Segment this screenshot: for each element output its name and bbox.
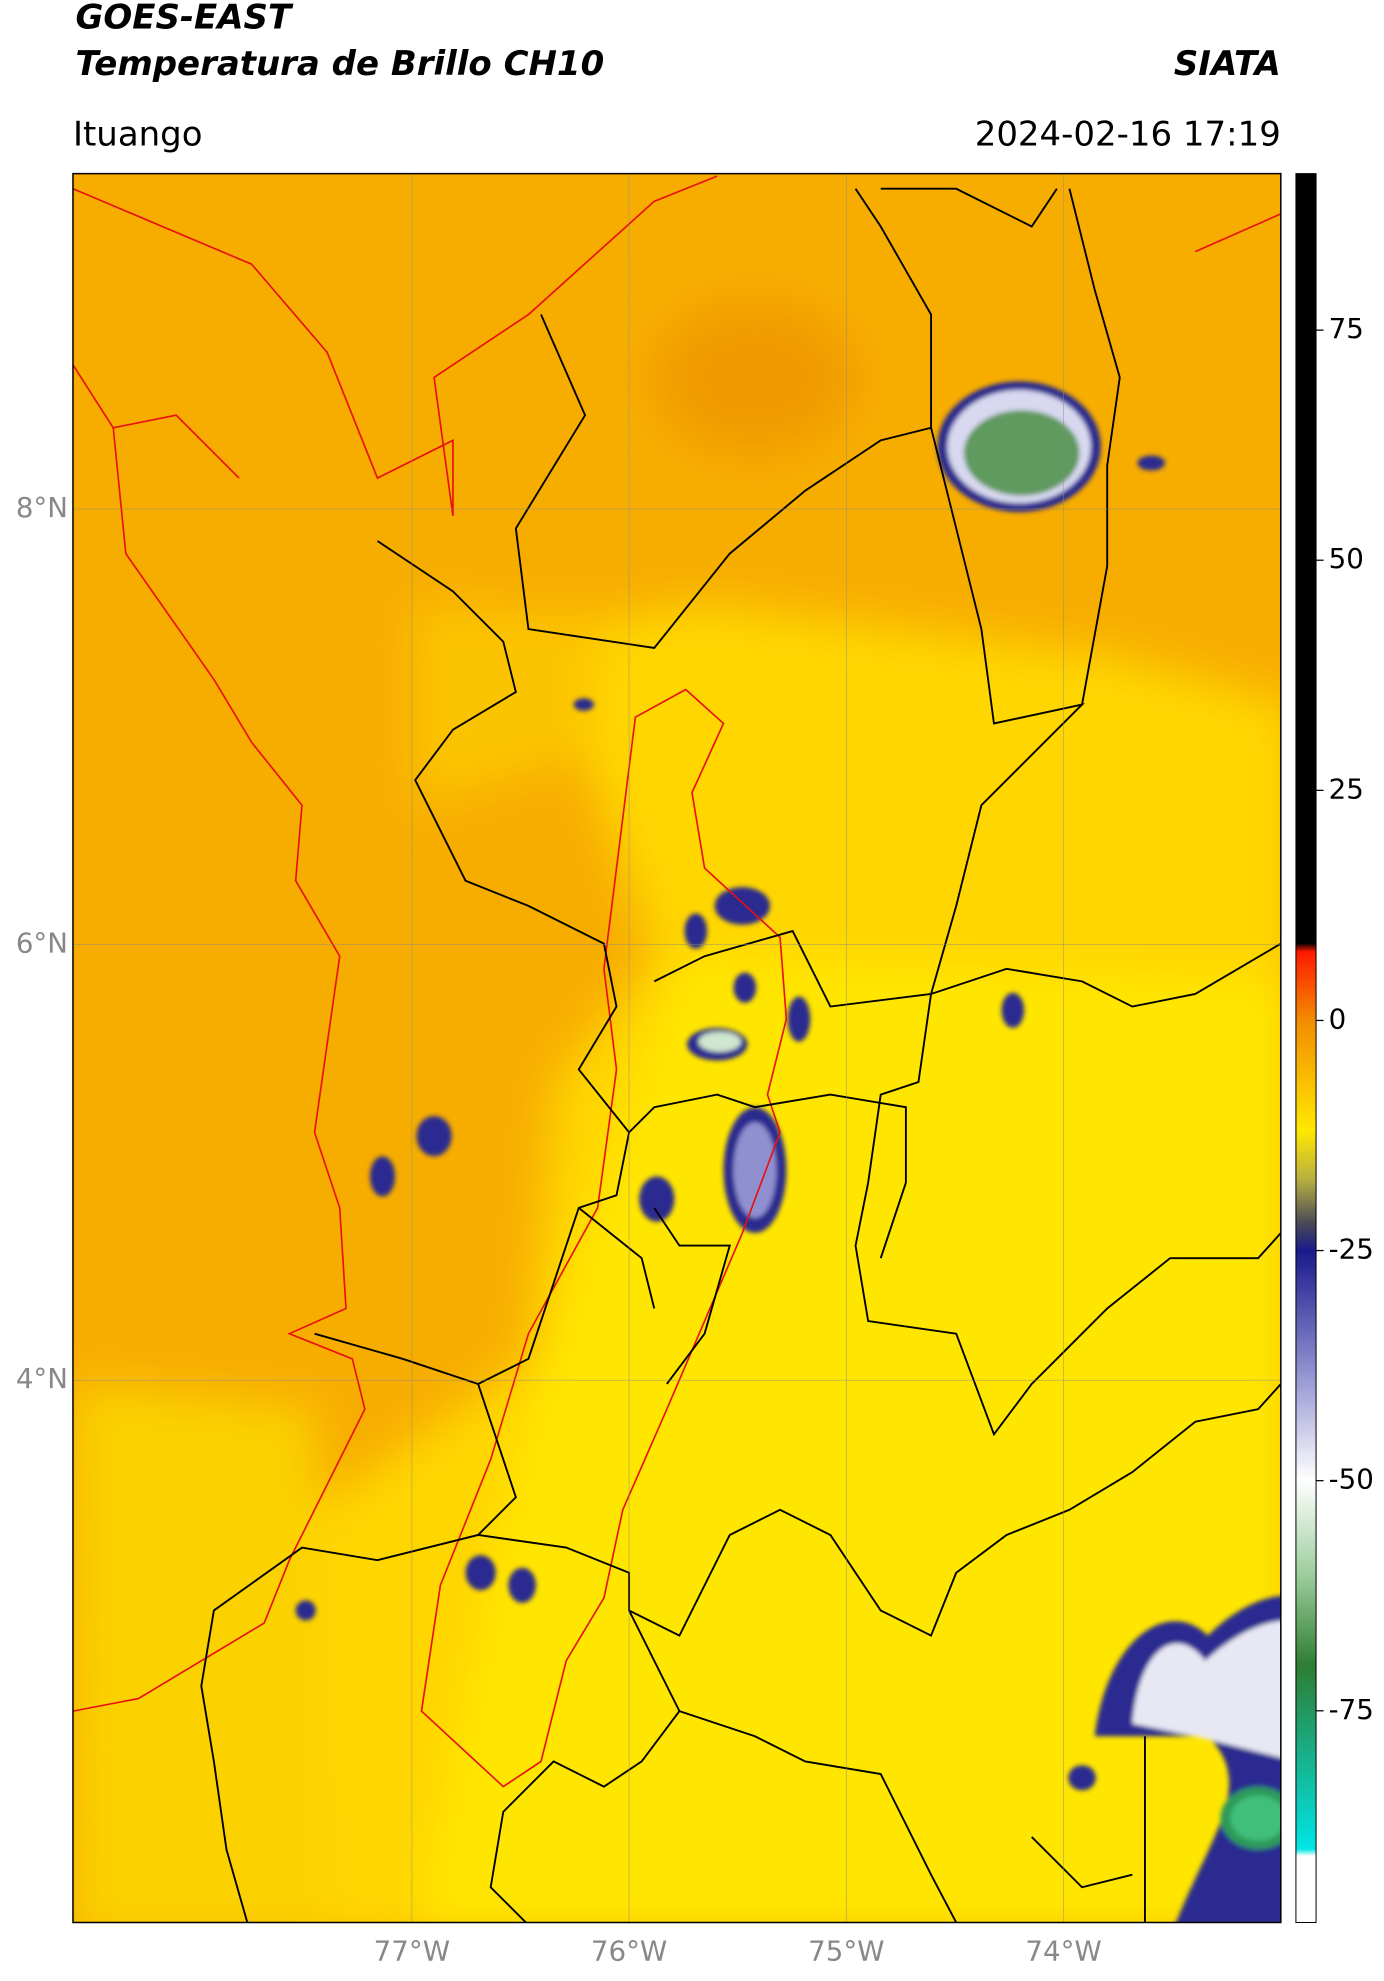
colorbar <box>1295 173 1317 1923</box>
x-tick-label: 75°W <box>808 1935 884 1968</box>
title: GOES-EAST <box>75 0 293 37</box>
location: Ituango <box>73 114 203 154</box>
x-tick-label: 76°W <box>591 1935 667 1968</box>
colorbar-tick-label: -75 <box>1329 1693 1374 1726</box>
admin-borders <box>200 187 1281 1923</box>
colorbar-tick-label: -50 <box>1329 1463 1374 1496</box>
colorbar-tick-label: 0 <box>1329 1002 1347 1035</box>
colorbar-tick-label: 25 <box>1329 772 1364 805</box>
graticule <box>72 173 1281 1923</box>
colorbar-tick-label: 50 <box>1329 542 1364 575</box>
map <box>72 173 1281 1923</box>
map-frame <box>72 172 1282 1924</box>
source: SIATA <box>1174 44 1281 84</box>
subtitle: Temperatura de Brillo CH10 <box>75 44 604 84</box>
x-tick-label: 74°W <box>1025 1935 1101 1968</box>
cloud-tops <box>295 381 1281 1923</box>
y-tick-label: 6°N <box>16 927 68 960</box>
warm-field <box>73 301 1281 1923</box>
x-tick-label: 77°W <box>374 1935 450 1968</box>
colorbar-tick-label: 75 <box>1329 312 1364 345</box>
colorbar-tick-label: -25 <box>1329 1233 1374 1266</box>
coastline <box>72 175 1281 1788</box>
y-tick-label: 8°N <box>16 491 68 524</box>
y-tick-label: 4°N <box>16 1362 68 1395</box>
datetime: 2024-02-16 17:19 <box>975 114 1281 154</box>
